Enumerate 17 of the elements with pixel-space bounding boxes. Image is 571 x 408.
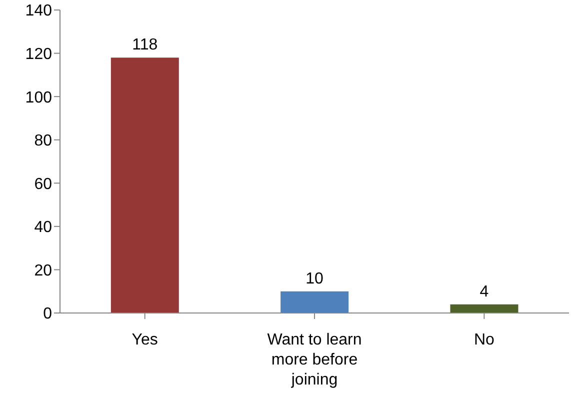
- data-label: 10: [306, 270, 324, 288]
- y-tick-label: 100: [25, 89, 52, 106]
- y-tick-label: 80: [34, 132, 52, 150]
- data-label: 118: [132, 36, 158, 54]
- y-tick-label: 140: [25, 2, 52, 20]
- bar: [450, 304, 518, 313]
- bar: [280, 291, 349, 313]
- x-tick-label: Yes: [132, 331, 158, 348]
- bar: [110, 58, 179, 313]
- x-tick-label: Want to learn more before joining: [267, 331, 362, 388]
- y-tick-label: 0: [43, 306, 52, 323]
- x-tick-label: No: [474, 331, 494, 348]
- y-tick-label: 40: [34, 219, 52, 236]
- y-tick-label: 60: [34, 176, 52, 193]
- y-tick-label: 120: [25, 46, 52, 63]
- data-label: 4: [480, 283, 489, 300]
- y-tick-label: 20: [34, 262, 52, 280]
